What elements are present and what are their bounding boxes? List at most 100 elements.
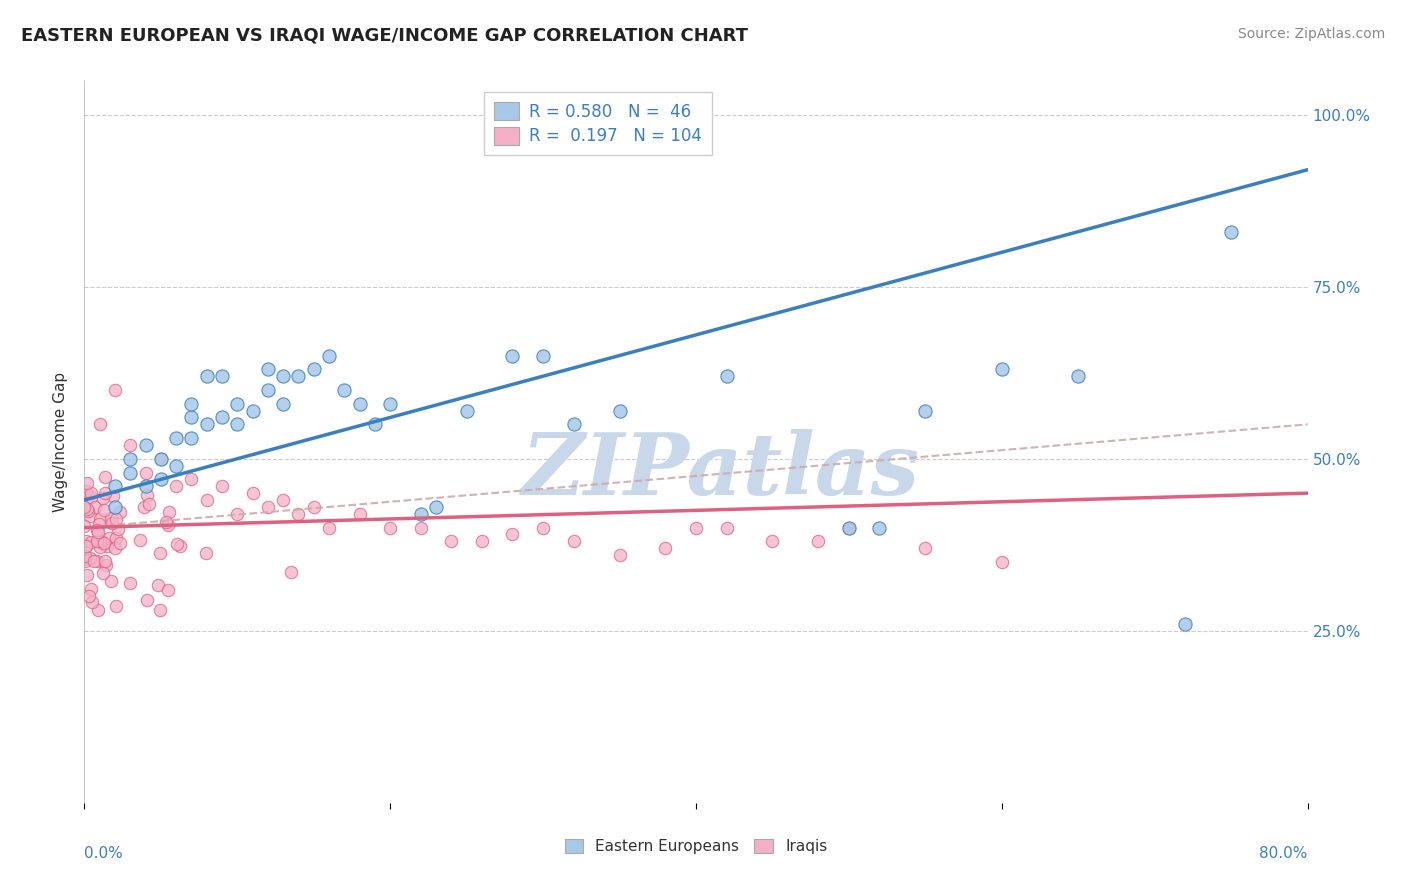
- Point: [456, 403, 478, 417]
- Point: [76, 568, 98, 582]
- Point: [364, 417, 387, 432]
- Point: [531, 520, 554, 534]
- Point: [107, 523, 129, 537]
- Point: [87, 524, 110, 539]
- Point: [89, 417, 111, 432]
- Point: [287, 369, 309, 384]
- Y-axis label: Wage/Income Gap: Wage/Income Gap: [53, 371, 69, 512]
- Point: [91, 566, 114, 581]
- Point: [104, 383, 127, 397]
- Point: [93, 537, 115, 551]
- Point: [149, 603, 172, 617]
- Point: [271, 369, 294, 384]
- Point: [333, 383, 356, 397]
- Point: [82, 595, 104, 609]
- Point: [110, 505, 132, 519]
- Point: [807, 534, 830, 549]
- Point: [242, 486, 264, 500]
- Point: [211, 369, 233, 384]
- Point: [135, 488, 157, 502]
- Point: [242, 403, 264, 417]
- Point: [83, 554, 105, 568]
- Point: [93, 491, 115, 505]
- Point: [761, 534, 783, 549]
- Point: [83, 500, 105, 515]
- Point: [302, 500, 325, 514]
- Point: [75, 533, 97, 548]
- Point: [149, 472, 172, 486]
- Point: [257, 362, 280, 376]
- Point: [89, 512, 111, 526]
- Point: [73, 554, 96, 568]
- Point: [129, 533, 152, 547]
- Point: [169, 539, 191, 553]
- Point: [157, 505, 180, 519]
- Point: [108, 536, 131, 550]
- Point: [349, 507, 371, 521]
- Text: Source: ZipAtlas.com: Source: ZipAtlas.com: [1237, 27, 1385, 41]
- Point: [75, 483, 97, 498]
- Point: [562, 417, 585, 432]
- Point: [380, 520, 402, 534]
- Point: [318, 349, 340, 363]
- Point: [257, 383, 280, 397]
- Point: [75, 549, 97, 563]
- Point: [156, 518, 179, 533]
- Point: [80, 490, 103, 504]
- Point: [79, 508, 101, 523]
- Point: [609, 403, 631, 417]
- Point: [100, 511, 122, 525]
- Point: [302, 362, 325, 376]
- Point: [79, 589, 101, 603]
- Point: [280, 565, 302, 579]
- Point: [104, 479, 127, 493]
- Text: EASTERN EUROPEAN VS IRAQI WAGE/INCOME GAP CORRELATION CHART: EASTERN EUROPEAN VS IRAQI WAGE/INCOME GA…: [21, 27, 748, 45]
- Point: [195, 493, 218, 508]
- Point: [165, 479, 187, 493]
- Point: [94, 470, 117, 484]
- Point: [149, 546, 172, 560]
- Point: [146, 578, 169, 592]
- Point: [73, 500, 96, 514]
- Point: [531, 349, 554, 363]
- Point: [609, 548, 631, 562]
- Point: [86, 533, 108, 548]
- Point: [100, 516, 122, 530]
- Point: [94, 554, 117, 568]
- Point: [104, 500, 127, 514]
- Point: [1174, 616, 1197, 631]
- Point: [287, 507, 309, 521]
- Point: [226, 417, 249, 432]
- Point: [94, 485, 117, 500]
- Point: [166, 537, 188, 551]
- Point: [118, 575, 141, 590]
- Point: [103, 489, 125, 503]
- Point: [105, 531, 128, 545]
- Point: [76, 476, 98, 491]
- Point: [100, 574, 122, 588]
- Point: [94, 558, 117, 573]
- Point: [73, 519, 96, 533]
- Point: [93, 502, 115, 516]
- Text: ZIPatlas: ZIPatlas: [522, 429, 920, 512]
- Point: [1220, 225, 1243, 239]
- Point: [180, 472, 202, 486]
- Point: [87, 516, 110, 531]
- Point: [502, 527, 524, 541]
- Point: [87, 603, 110, 617]
- Point: [155, 515, 177, 529]
- Point: [79, 551, 101, 566]
- Point: [271, 397, 294, 411]
- Point: [75, 539, 97, 553]
- Point: [79, 486, 101, 500]
- Point: [409, 507, 432, 521]
- Point: [195, 417, 218, 432]
- Legend: Eastern Europeans, Iraqis: Eastern Europeans, Iraqis: [558, 833, 834, 860]
- Point: [440, 534, 463, 549]
- Point: [471, 534, 494, 549]
- Point: [135, 466, 157, 480]
- Point: [104, 599, 127, 613]
- Point: [716, 520, 738, 534]
- Point: [104, 541, 127, 555]
- Point: [914, 403, 936, 417]
